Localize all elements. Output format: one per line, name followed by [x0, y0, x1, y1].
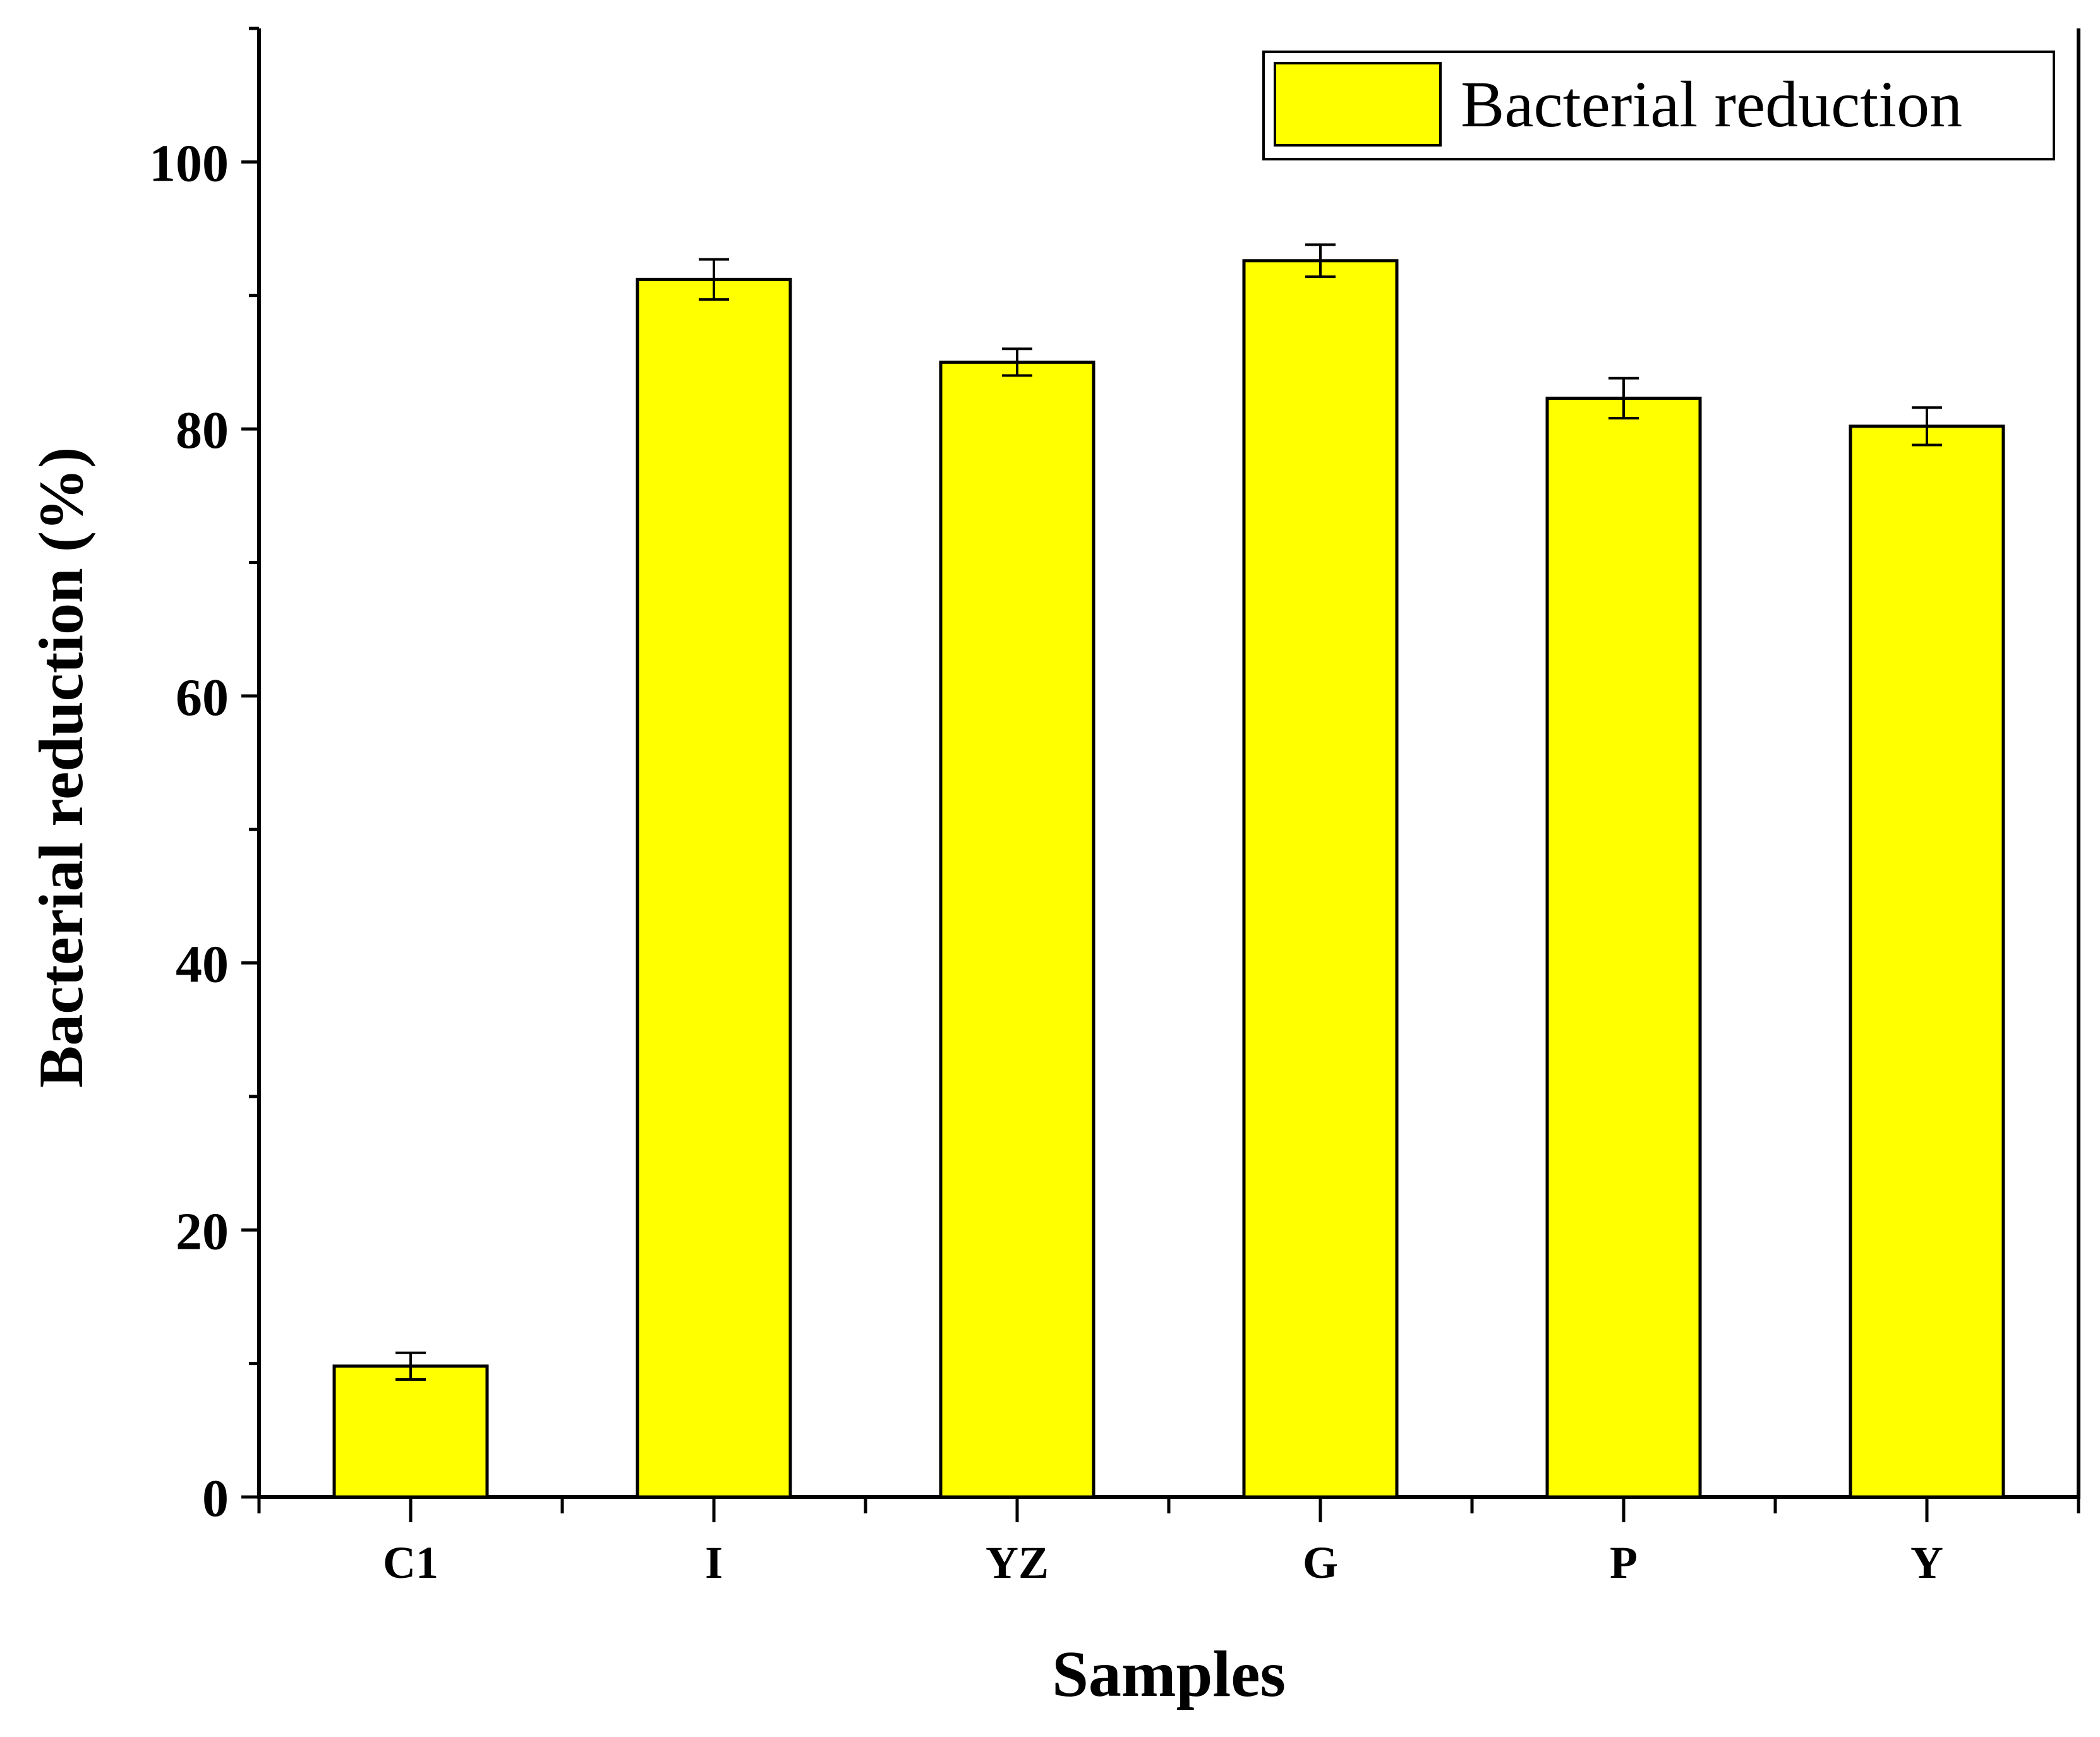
x-axis-ticks: C1 I YZ G P Y: [257, 1497, 2080, 1588]
x-tick-label: YZ: [986, 1537, 1049, 1588]
bar-p: [1545, 396, 1702, 1499]
bar-c1: [332, 1364, 489, 1499]
y-tick-label: 0: [202, 1469, 229, 1528]
x-tick-label: G: [1303, 1537, 1338, 1588]
y-axis-title: Bacterial reduction (%): [26, 447, 96, 1088]
legend-label: Bacterial reduction: [1461, 68, 1962, 141]
y-tick-label: 20: [176, 1202, 229, 1261]
legend-swatch: [1274, 62, 1442, 147]
y-tick-label: 60: [176, 668, 229, 727]
bar-g: [1242, 259, 1399, 1499]
y-tick-label: 40: [176, 935, 229, 994]
legend: Bacterial reduction: [1262, 51, 2055, 160]
bar-i: [636, 277, 792, 1499]
x-tick-label: Y: [1910, 1537, 1943, 1588]
y-tick-label: 100: [149, 134, 229, 193]
x-tick-label: I: [705, 1537, 723, 1588]
y-tick-label: 80: [176, 401, 229, 460]
x-tick-label: P: [1610, 1537, 1638, 1588]
bar-yz: [939, 360, 1095, 1499]
bars: [332, 243, 2005, 1499]
bar-y: [1849, 424, 2005, 1499]
x-tick-label: C1: [383, 1537, 438, 1588]
plot-area: [257, 28, 2080, 1499]
y-axis-ticks: 0 20 40 60 80 100: [149, 27, 259, 1528]
x-axis-title: Samples: [1052, 1638, 1286, 1710]
